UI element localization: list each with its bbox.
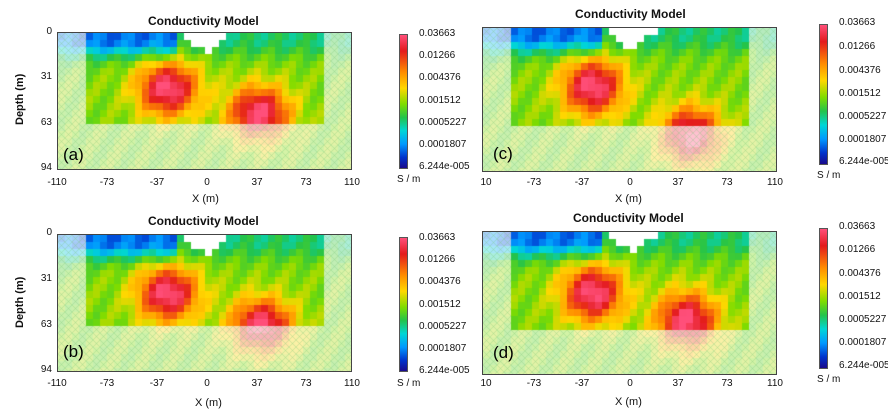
panel-c: Conductivity Model (c) 10 -73 -37 0 37 7…: [444, 0, 888, 207]
colorbar-tick: 0.004376: [839, 268, 881, 279]
colorbar-tick: 0.03663: [419, 28, 456, 39]
colorbar: [819, 228, 828, 369]
colorbar-tick: 0.001512: [839, 291, 881, 302]
x-axis-label: X (m): [615, 396, 642, 408]
x-tick: -73: [99, 378, 115, 389]
colorbar-tick: 0.0001807: [419, 343, 467, 354]
panel-a: Conductivity Model Depth (m) 0 31 63 94 …: [0, 0, 470, 207]
colorbar-tick: 0.0005227: [419, 117, 467, 128]
colorbar-tick: 0.01266: [419, 50, 456, 61]
chart-title: Conductivity Model: [148, 214, 259, 228]
colorbar-tick: 0.01266: [419, 254, 456, 265]
colorbar-tick: 0.01266: [839, 41, 876, 52]
x-axis-label: X (m): [192, 193, 219, 205]
panel-label: (c): [493, 144, 513, 163]
heatmap-canvas: [58, 33, 351, 169]
colorbar-tick: 0.001512: [419, 299, 461, 310]
colorbar: [399, 237, 408, 372]
colorbar-unit: S / m: [397, 378, 421, 389]
y-tick: 31: [40, 273, 52, 284]
colorbar-tick: 0.001512: [419, 95, 461, 106]
colorbar-tick: 0.0001807: [839, 134, 887, 145]
heatmap-canvas: [58, 235, 351, 371]
x-tick: -73: [99, 177, 115, 188]
heatmap-plot: [482, 231, 777, 375]
panel-d: Conductivity Model (d) 10 -73 -37 0 37 7…: [444, 203, 888, 410]
x-tick: 73: [300, 177, 312, 188]
panel-label: (b): [63, 342, 84, 361]
x-tick: 110: [344, 177, 360, 188]
x-tick: 0: [204, 177, 210, 188]
colorbar-tick: 6.244e-005: [419, 365, 470, 376]
x-tick: 0: [627, 177, 633, 188]
x-tick: 10: [480, 378, 492, 389]
y-tick: 63: [40, 117, 52, 128]
heatmap-canvas: [483, 232, 776, 374]
y-tick: 0: [46, 26, 52, 37]
panel-b: Conductivity Model Depth (m) 0 31 63 94 …: [0, 203, 470, 410]
y-tick: 63: [40, 319, 52, 330]
x-tick: 73: [721, 378, 733, 389]
colorbar-tick: 0.004376: [419, 72, 461, 83]
x-axis-label: X (m): [615, 193, 642, 205]
chart-title: Conductivity Model: [573, 211, 684, 225]
colorbar-tick: 0.03663: [839, 221, 876, 232]
colorbar-tick: 0.001512: [839, 88, 881, 99]
x-tick: 0: [204, 378, 210, 389]
x-tick: -73: [526, 177, 542, 188]
colorbar-unit: S / m: [817, 374, 841, 385]
colorbar-tick: 0.0005227: [839, 314, 887, 325]
x-tick: 37: [251, 378, 263, 389]
colorbar-tick: 0.004376: [839, 65, 881, 76]
y-axis-label: Depth (m): [14, 73, 26, 125]
x-tick: -110: [47, 177, 67, 188]
colorbar: [399, 34, 408, 169]
colorbar-tick: 0.004376: [419, 276, 461, 287]
colorbar-tick: 0.0001807: [419, 139, 467, 150]
colorbar-tick: 0.0005227: [419, 321, 467, 332]
x-tick: 73: [721, 177, 733, 188]
colorbar-tick: 6.244e-005: [839, 360, 888, 371]
x-axis-label: X (m): [195, 397, 222, 409]
colorbar-tick: 6.244e-005: [839, 156, 888, 167]
x-tick: 110: [767, 177, 783, 188]
x-tick: 110: [344, 378, 360, 389]
chart-title: Conductivity Model: [148, 14, 259, 28]
colorbar-tick: 0.01266: [839, 244, 876, 255]
x-tick: 37: [672, 177, 684, 188]
x-tick: 10: [480, 177, 492, 188]
x-tick: -73: [526, 378, 542, 389]
x-tick: -37: [149, 177, 165, 188]
heatmap-plot: [482, 27, 777, 172]
panel-label: (d): [493, 343, 514, 362]
colorbar-unit: S / m: [817, 170, 841, 181]
colorbar-tick: 0.03663: [419, 232, 456, 243]
x-tick: 37: [251, 177, 263, 188]
y-tick: 0: [46, 227, 52, 238]
chart-title: Conductivity Model: [575, 7, 686, 21]
heatmap-plot: [57, 234, 352, 372]
heatmap-canvas: [483, 28, 776, 171]
colorbar-tick: 0.0005227: [839, 111, 887, 122]
panel-label: (a): [63, 145, 84, 164]
y-tick: 94: [40, 162, 52, 173]
colorbar-tick: 6.244e-005: [419, 161, 470, 172]
colorbar-tick: 0.0001807: [839, 337, 887, 348]
x-tick: 110: [767, 378, 783, 389]
x-tick: -37: [574, 177, 590, 188]
heatmap-plot: [57, 32, 352, 170]
colorbar: [819, 24, 828, 165]
x-tick: 73: [300, 378, 312, 389]
y-tick: 31: [40, 71, 52, 82]
y-tick: 94: [40, 364, 52, 375]
y-axis-label: Depth (m): [14, 276, 26, 328]
x-tick: -37: [574, 378, 590, 389]
x-tick: 0: [627, 378, 633, 389]
x-tick: -37: [149, 378, 165, 389]
colorbar-unit: S / m: [397, 174, 421, 185]
x-tick: 37: [672, 378, 684, 389]
colorbar-tick: 0.03663: [839, 17, 876, 28]
x-tick: -110: [47, 378, 67, 389]
